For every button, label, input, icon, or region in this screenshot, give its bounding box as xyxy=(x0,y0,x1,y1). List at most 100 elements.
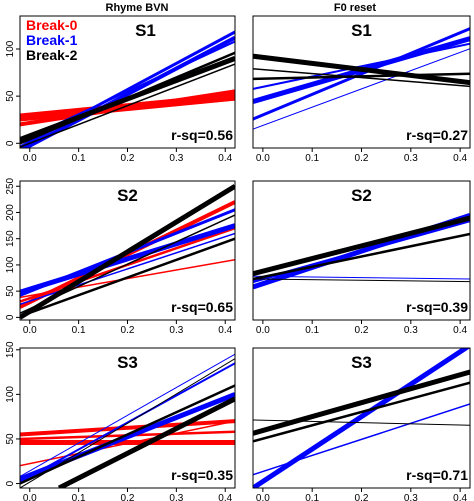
x-tick-label: 0.4 xyxy=(218,325,232,336)
x-tick-label: 0.0 xyxy=(256,153,270,164)
panel-3: 0.0 0.1 0.2 0.3 0.4 0 50 100 150 200 250 S2 r-sq=0.6… xyxy=(5,177,236,336)
y-tick-label: 250 xyxy=(5,177,16,194)
x-tick-label: 0.2 xyxy=(355,493,369,501)
x-tick-label: 0.4 xyxy=(453,325,467,336)
regression-line-break-2-4 xyxy=(253,215,470,277)
x-tick-label: 0.3 xyxy=(404,325,418,336)
regression-line-break-1-2 xyxy=(253,27,470,121)
regression-line-break-1-3 xyxy=(253,275,470,280)
y-tick-label: 0 xyxy=(5,480,16,486)
x-tick-label: 0.0 xyxy=(23,493,37,501)
panel-1: 0.0 0.1 0.2 0.3 0.4 0 50 100 S1 r-sq=0.56 xyxy=(5,15,236,164)
column-title-f0-reset: F0 reset xyxy=(334,2,377,14)
x-tick-label: 0.3 xyxy=(169,153,183,164)
regression-line-break-0-4 xyxy=(20,99,235,122)
panel-title: S1 xyxy=(135,21,156,40)
x-tick-label: 0.0 xyxy=(256,493,270,501)
r-squared-label: r-sq=0.56 xyxy=(171,127,233,143)
regression-line-break-1-2 xyxy=(253,403,470,476)
panel-title: S2 xyxy=(351,186,372,205)
regression-line-break-2-9 xyxy=(20,214,235,314)
x-tick-label: 0.2 xyxy=(121,153,135,164)
series-lines xyxy=(20,353,235,488)
regression-line-break-2-6 xyxy=(253,72,470,81)
regression-line-break-2-7 xyxy=(20,184,235,320)
panel-4: 0.0 0.1 0.2 0.3 0.4 S2 r-sq=0.39 xyxy=(252,180,471,336)
legend: Break-0 Break-1 Break-2 xyxy=(26,17,78,63)
y-tick-label: 0 xyxy=(5,314,16,320)
regression-line-break-1-5 xyxy=(20,392,235,482)
x-tick-label: 0.1 xyxy=(72,153,86,164)
x-tick-label: 0.0 xyxy=(23,325,37,336)
series-lines xyxy=(253,348,470,488)
regression-line-break-2-3 xyxy=(253,369,470,436)
r-squared-label: r-sq=0.71 xyxy=(406,467,468,483)
legend-item-break-2: Break-2 xyxy=(26,47,78,63)
regression-line-break-2-6 xyxy=(253,278,470,283)
x-tick-label: 0.0 xyxy=(23,153,37,164)
regression-line-break-2-7 xyxy=(253,68,470,88)
y-tick-label: 100 xyxy=(5,256,16,273)
regression-line-break-2-10 xyxy=(20,358,235,488)
x-tick-label: 0.1 xyxy=(305,153,319,164)
regression-line-break-1-3 xyxy=(253,42,470,90)
regression-line-break-2-4 xyxy=(253,381,470,443)
x-tick-label: 0.2 xyxy=(355,325,369,336)
regression-line-break-1-6 xyxy=(20,232,235,306)
y-tick-label: 50 xyxy=(5,285,16,297)
regression-line-break-2-5 xyxy=(253,53,470,86)
x-tick-label: 0.0 xyxy=(256,325,270,336)
regression-line-break-2-5 xyxy=(253,419,470,426)
x-tick-label: 0.1 xyxy=(305,325,319,336)
regression-line-break-2-8 xyxy=(57,396,235,488)
r-squared-label: r-sq=0.65 xyxy=(171,299,233,315)
r-squared-label: r-sq=0.39 xyxy=(406,299,468,315)
legend-item-break-1: Break-1 xyxy=(26,32,78,48)
r-squared-label: r-sq=0.27 xyxy=(406,127,468,143)
y-tick-label: 150 xyxy=(5,230,16,247)
x-tick-label: 0.3 xyxy=(169,493,183,501)
y-tick-label: 100 xyxy=(5,40,16,57)
x-tick-label: 0.3 xyxy=(404,153,418,164)
column-title-rhyme-bvn: Rhyme BVN xyxy=(106,2,169,14)
y-tick-label: 0 xyxy=(5,140,16,146)
x-tick-label: 0.1 xyxy=(72,493,86,501)
panel-title: S3 xyxy=(351,353,372,372)
regression-line-break-1-5 xyxy=(21,35,235,148)
series-lines xyxy=(20,184,235,320)
x-tick-label: 0.2 xyxy=(121,325,135,336)
x-tick-label: 0.4 xyxy=(453,153,467,164)
x-tick-label: 0.2 xyxy=(355,153,369,164)
panel-5: 0.0 0.1 0.2 0.3 0.4 0 50 100 150 S3 r-sq=0.35 xyxy=(5,341,236,501)
x-tick-label: 0.3 xyxy=(404,493,418,501)
y-tick-label: 100 xyxy=(5,386,16,403)
regression-line-break-2-5 xyxy=(253,232,470,281)
y-tick-label: 150 xyxy=(5,341,16,358)
panel-title: S2 xyxy=(117,186,138,205)
x-tick-label: 0.4 xyxy=(218,493,232,501)
regression-line-break-0-3 xyxy=(20,92,235,117)
regression-line-break-2-8 xyxy=(20,237,235,318)
r-squared-label: r-sq=0.35 xyxy=(171,467,233,483)
series-lines xyxy=(253,27,470,130)
regression-line-break-1-1 xyxy=(253,348,470,488)
regression-line-break-1-4 xyxy=(253,48,470,130)
y-tick-label: 50 xyxy=(5,433,16,445)
y-tick-label: 50 xyxy=(5,90,16,102)
regression-line-break-1-6 xyxy=(20,362,235,483)
x-tick-label: 0.3 xyxy=(169,325,183,336)
panel-title: S3 xyxy=(117,353,138,372)
regression-line-break-2-10 xyxy=(20,63,235,148)
series-lines xyxy=(253,213,470,290)
x-tick-label: 0.4 xyxy=(453,493,467,501)
panel-title: S1 xyxy=(351,21,372,40)
y-tick-label: 200 xyxy=(5,204,16,221)
x-tick-label: 0.4 xyxy=(218,153,232,164)
regression-line-break-2-9 xyxy=(20,51,235,145)
panel-2: 0.0 0.1 0.2 0.3 0.4 S1 r-sq=0.27 xyxy=(252,15,471,164)
regression-line-break-0-4 xyxy=(20,420,235,467)
regression-line-break-0-2 xyxy=(20,419,235,437)
regression-line-break-1-7 xyxy=(20,353,235,477)
